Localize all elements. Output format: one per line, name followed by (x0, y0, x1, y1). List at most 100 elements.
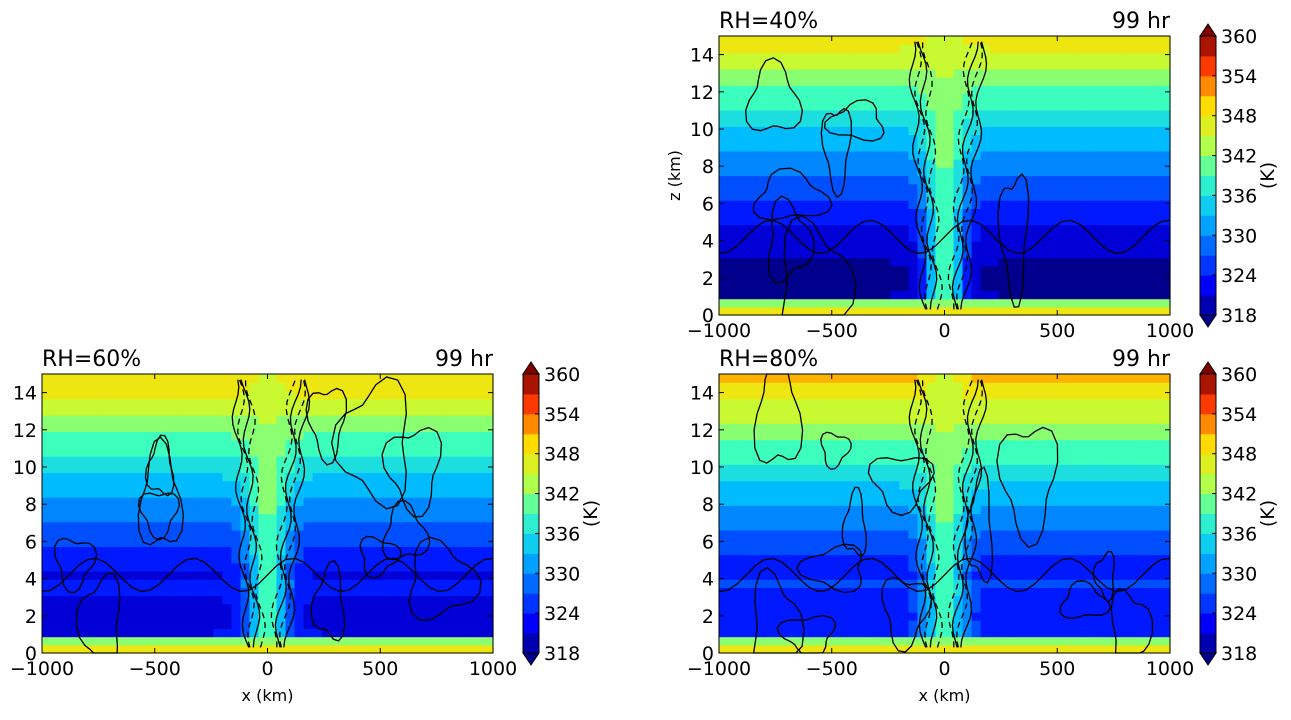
field-cell (728, 431, 738, 440)
field-cell (963, 440, 973, 449)
field-cell (195, 399, 205, 408)
field-cell (746, 571, 756, 580)
field-cell (403, 522, 413, 531)
field-cell (150, 612, 160, 621)
field-cell (322, 546, 332, 555)
field-cell (818, 423, 828, 432)
field-cell (1116, 110, 1126, 119)
field-cell (818, 299, 828, 308)
field-cell (755, 167, 765, 176)
field-cell (51, 456, 61, 465)
field-cell (403, 596, 413, 605)
field-cell (421, 472, 431, 481)
field-cell (800, 464, 810, 473)
field-cell (358, 596, 368, 605)
field-cell (1080, 604, 1090, 613)
field-cell (1080, 110, 1090, 119)
field-cell (1071, 85, 1081, 94)
field-cell (981, 299, 991, 308)
field-cell (367, 399, 377, 408)
field-cell (1044, 440, 1054, 449)
field-cell (827, 472, 837, 481)
field-cell (800, 563, 810, 572)
field-cell (69, 546, 79, 555)
field-cell (1008, 85, 1018, 94)
field-cell (1089, 282, 1099, 291)
field-cell (755, 440, 765, 449)
field-cell (972, 299, 982, 308)
field-cell (990, 266, 1000, 275)
field-cell (1071, 538, 1081, 547)
field-cell (340, 505, 350, 514)
field-cell (430, 374, 440, 383)
field-cell (872, 604, 882, 613)
field-cell (719, 530, 729, 539)
field-cell (421, 481, 431, 490)
field-cell (304, 472, 314, 481)
field-cell (773, 36, 783, 45)
field-cell (186, 440, 196, 449)
field-cell (917, 93, 927, 102)
field-cell (1017, 61, 1027, 70)
colorbar-tick-label: 360 (544, 364, 580, 386)
field-cell (854, 604, 864, 613)
field-cell (881, 44, 891, 53)
field-cell (981, 423, 991, 432)
field-cell (376, 587, 386, 596)
field-cell (457, 538, 467, 547)
field-cell (204, 612, 214, 621)
field-cell (159, 563, 169, 572)
field-cell (340, 472, 350, 481)
field-cell (945, 431, 955, 440)
field-cell (899, 489, 909, 498)
field-cell (340, 555, 350, 564)
field-cell (1080, 299, 1090, 308)
field-cell (881, 217, 891, 226)
field-cell (51, 596, 61, 605)
field-cell (881, 448, 891, 457)
field-cell (195, 497, 205, 506)
field-cell (385, 456, 395, 465)
field-cell (827, 233, 837, 242)
colorbar-tick-label: 354 (544, 404, 580, 426)
field-cell (845, 637, 855, 646)
field-cell (872, 637, 882, 646)
field-cell (818, 571, 828, 580)
field-cell (150, 514, 160, 523)
field-cell (96, 423, 106, 432)
field-cell (1026, 77, 1036, 86)
field-cell (258, 637, 268, 646)
field-cell (945, 481, 955, 490)
field-cell (231, 382, 241, 391)
field-cell (719, 604, 729, 613)
field-cell (231, 456, 241, 465)
field-cell (926, 44, 936, 53)
field-cell (890, 143, 900, 152)
field-cell (800, 274, 810, 283)
field-cell (1053, 77, 1063, 86)
field-cell (114, 440, 124, 449)
field-cell (322, 464, 332, 473)
x-tick-label: 1000 (469, 658, 517, 680)
field-cell (42, 448, 52, 457)
field-cell (1080, 587, 1090, 596)
field-cell (746, 241, 756, 250)
field-cell (114, 514, 124, 523)
field-cell (1134, 192, 1144, 201)
field-cell (358, 382, 368, 391)
field-cell (981, 555, 991, 564)
field-cell (1161, 266, 1171, 275)
y-tick-label: 6 (702, 193, 714, 215)
field-cell (87, 374, 97, 383)
field-cell (827, 69, 837, 78)
field-cell (439, 382, 449, 391)
field-cell (999, 423, 1009, 432)
field-cell (322, 497, 332, 506)
field-cell (1143, 143, 1153, 152)
field-cell (764, 407, 774, 416)
field-cell (728, 167, 738, 176)
field-cell (854, 637, 864, 646)
field-cell (51, 489, 61, 498)
field-cell (981, 448, 991, 457)
field-cell (358, 628, 368, 637)
